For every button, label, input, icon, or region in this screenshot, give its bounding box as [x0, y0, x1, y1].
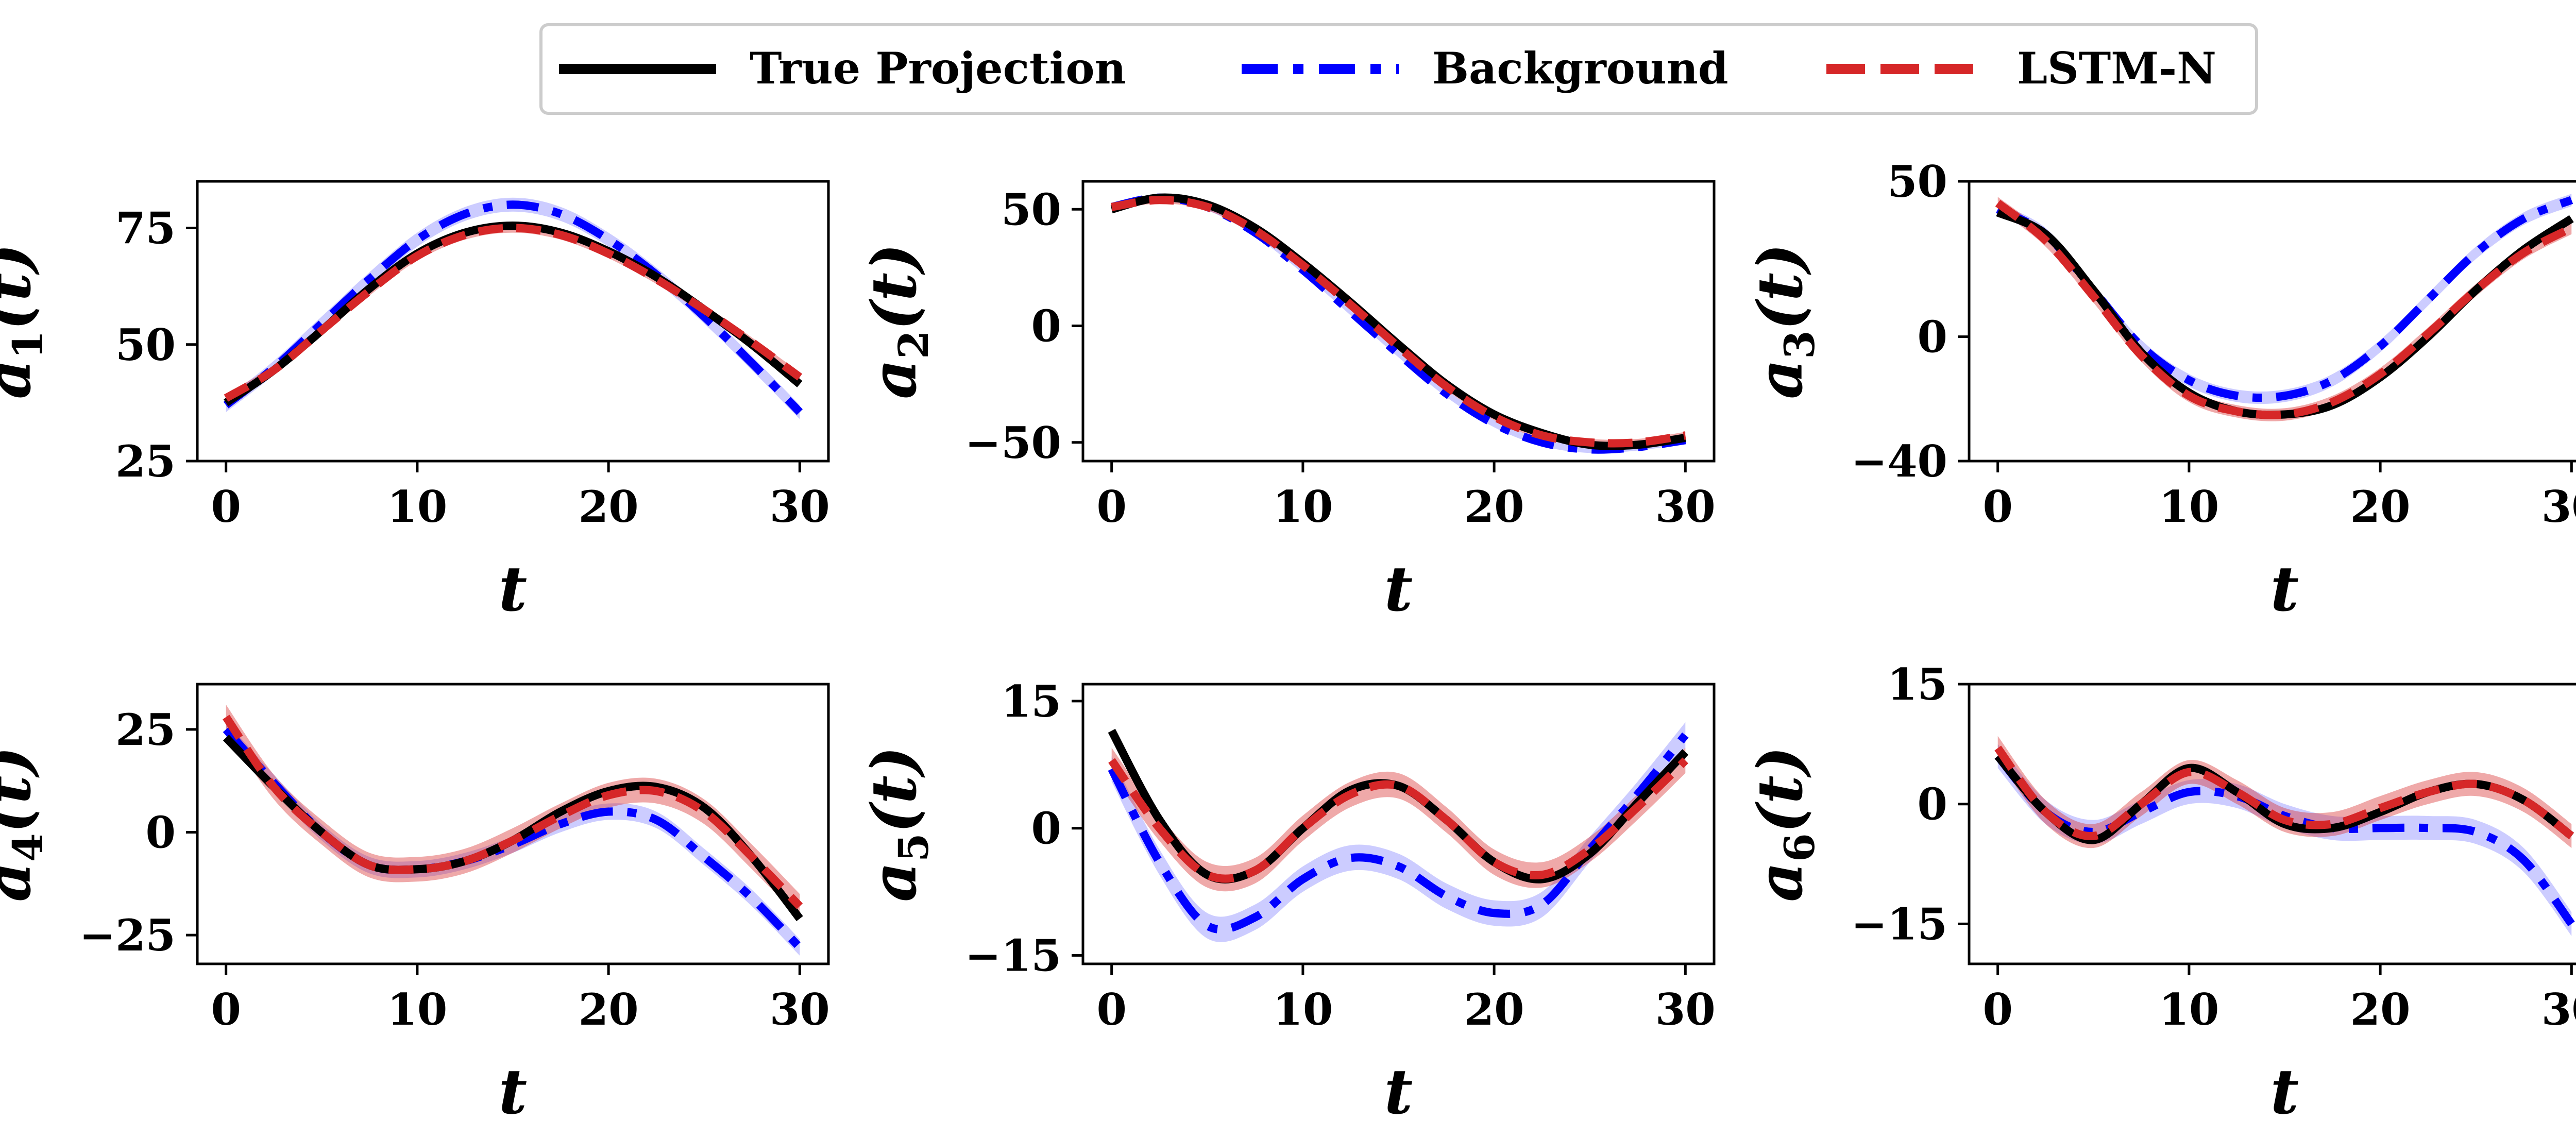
y-tick-label: 25 [115, 704, 176, 755]
y-tick-label: 50 [1001, 184, 1061, 235]
y-axis-label-2: a2(t) [858, 243, 938, 399]
x-tick-label: 30 [2541, 984, 2576, 1035]
y-tick-label: 50 [1887, 156, 1947, 207]
y-tick-label: −50 [965, 417, 1061, 468]
series-line-lstm-n-1 [224, 224, 803, 402]
x-tick-label: 0 [211, 984, 241, 1035]
series-line-background-2 [1110, 193, 1686, 454]
y-tick-label: −40 [1851, 436, 1947, 487]
band-lstm-n-3 [1997, 197, 2572, 421]
x-axis-label-2: t [1384, 553, 1413, 625]
x-tick-label: 0 [1096, 481, 1126, 532]
x-tick-label: 10 [2159, 984, 2219, 1035]
series-line-lstm-n-4 [223, 715, 803, 909]
plot-area-3 [1995, 194, 2574, 421]
y-tick-label: 0 [1031, 803, 1061, 854]
x-tick-label: 0 [1982, 481, 2012, 532]
y-axis-label-4: a4(t) [0, 746, 52, 902]
y-tick-label: 0 [146, 807, 176, 858]
x-tick-label: 30 [1655, 984, 1716, 1035]
axes-frame-1 [196, 180, 830, 463]
y-axis-label-1: a1(t) [0, 243, 52, 399]
x-axis-label-4: t [499, 1056, 527, 1128]
x-tick-label: 10 [1273, 481, 1333, 532]
series-line-lstm-n-3 [1995, 199, 2573, 419]
series-line-true-projection-2 [1110, 193, 1686, 450]
y-tick-label: 50 [115, 319, 176, 370]
legend-label-true-projection: True Projection [750, 43, 1126, 94]
x-tick-label: 30 [2541, 481, 2576, 532]
x-tick-label: 10 [2159, 481, 2219, 532]
axes-frame-2 [1081, 180, 1716, 463]
x-tick-label: 20 [2350, 984, 2411, 1035]
y-tick-label: 0 [1031, 301, 1061, 352]
y-tick-label: 0 [1918, 312, 1947, 363]
subplot-3: 0 10 20 30 −40 0 50 t a3(t) [1744, 156, 2576, 625]
plot-area-5 [1108, 722, 1689, 942]
y-axis-label-3: a3(t) [1744, 243, 1824, 399]
x-axis-label-3: t [2270, 553, 2299, 625]
legend-label-lstm-n: LSTM-N [2017, 43, 2216, 94]
series-line-true-projection-1 [224, 222, 803, 406]
x-tick-label: 20 [579, 984, 639, 1035]
x-axis-label-5: t [1384, 1056, 1413, 1128]
x-tick-label: 10 [387, 481, 447, 532]
y-tick-label: 15 [1001, 676, 1061, 727]
y-axis-label-5: a5(t) [858, 746, 938, 902]
y-tick-label: 75 [115, 203, 176, 254]
subplot-5: 0 10 20 30 −15 0 15 t a5(t) [858, 676, 1716, 1128]
y-tick-label: 25 [115, 436, 176, 487]
series-line-background-3 [1996, 196, 2573, 402]
axes-frame-4 [196, 683, 830, 965]
plot-area-2 [1110, 193, 1686, 454]
subplot-1: 0 10 20 30 25 50 75 t a1(t) [0, 180, 830, 625]
series-line-background-1 [223, 200, 803, 415]
y-tick-label: −15 [965, 930, 1061, 981]
x-tick-label: 20 [579, 481, 639, 532]
subplot-6: 0 10 20 30 −15 0 15 t a6(t) [1744, 659, 2576, 1128]
y-tick-label: 15 [1887, 659, 1947, 710]
series-line-lstm-n-2 [1111, 196, 1686, 448]
x-axis-label-6: t [2270, 1056, 2299, 1128]
legend-label-background: Background [1432, 43, 1728, 94]
plot-area-4 [223, 704, 803, 956]
x-tick-label: 20 [2350, 481, 2411, 532]
x-tick-label: 10 [387, 984, 447, 1035]
band-background-6 [1997, 744, 2572, 936]
y-tick-label: 0 [1918, 779, 1947, 830]
y-tick-label: −15 [1851, 898, 1947, 949]
x-tick-label: 0 [1982, 984, 2012, 1035]
x-tick-label: 0 [1096, 984, 1126, 1035]
y-axis-label-6: a6(t) [1744, 746, 1824, 902]
plot-area-1 [223, 197, 803, 419]
band-lstm-n-5 [1111, 748, 1686, 892]
axes-frame-5 [1081, 683, 1716, 965]
x-tick-label: 10 [1273, 984, 1333, 1035]
x-tick-label: 30 [1655, 481, 1716, 532]
x-tick-label: 20 [1464, 984, 1524, 1035]
y-tick-label: −25 [79, 910, 176, 961]
band-lstm-n-2 [1111, 196, 1686, 447]
x-axis-label-1: t [499, 553, 527, 625]
subplot-2: 0 10 20 30 −50 0 50 t a2(t) [858, 180, 1716, 625]
series-line-background-4 [223, 726, 803, 950]
legend: True Projection Background LSTM-N [539, 23, 2258, 115]
band-background-2 [1111, 194, 1686, 453]
series-line-lstm-n-6 [1994, 745, 2574, 840]
x-tick-label: 30 [770, 984, 830, 1035]
plot-area-6 [1994, 736, 2575, 936]
axes-frame-3 [1968, 180, 2576, 463]
subplot-4: 0 10 20 30 −25 0 25 t a4(t) [0, 683, 830, 1128]
axes-frame-6 [1968, 683, 2576, 965]
band-background-3 [1997, 194, 2572, 404]
x-tick-label: 30 [770, 481, 830, 532]
x-tick-label: 0 [211, 481, 241, 532]
subplot-grid: 0 10 20 30 25 50 75 t a1(t) 0 10 20 30 −50 0 50 t a2(t) 0 1… [0, 156, 2576, 1128]
x-tick-label: 20 [1464, 481, 1524, 532]
